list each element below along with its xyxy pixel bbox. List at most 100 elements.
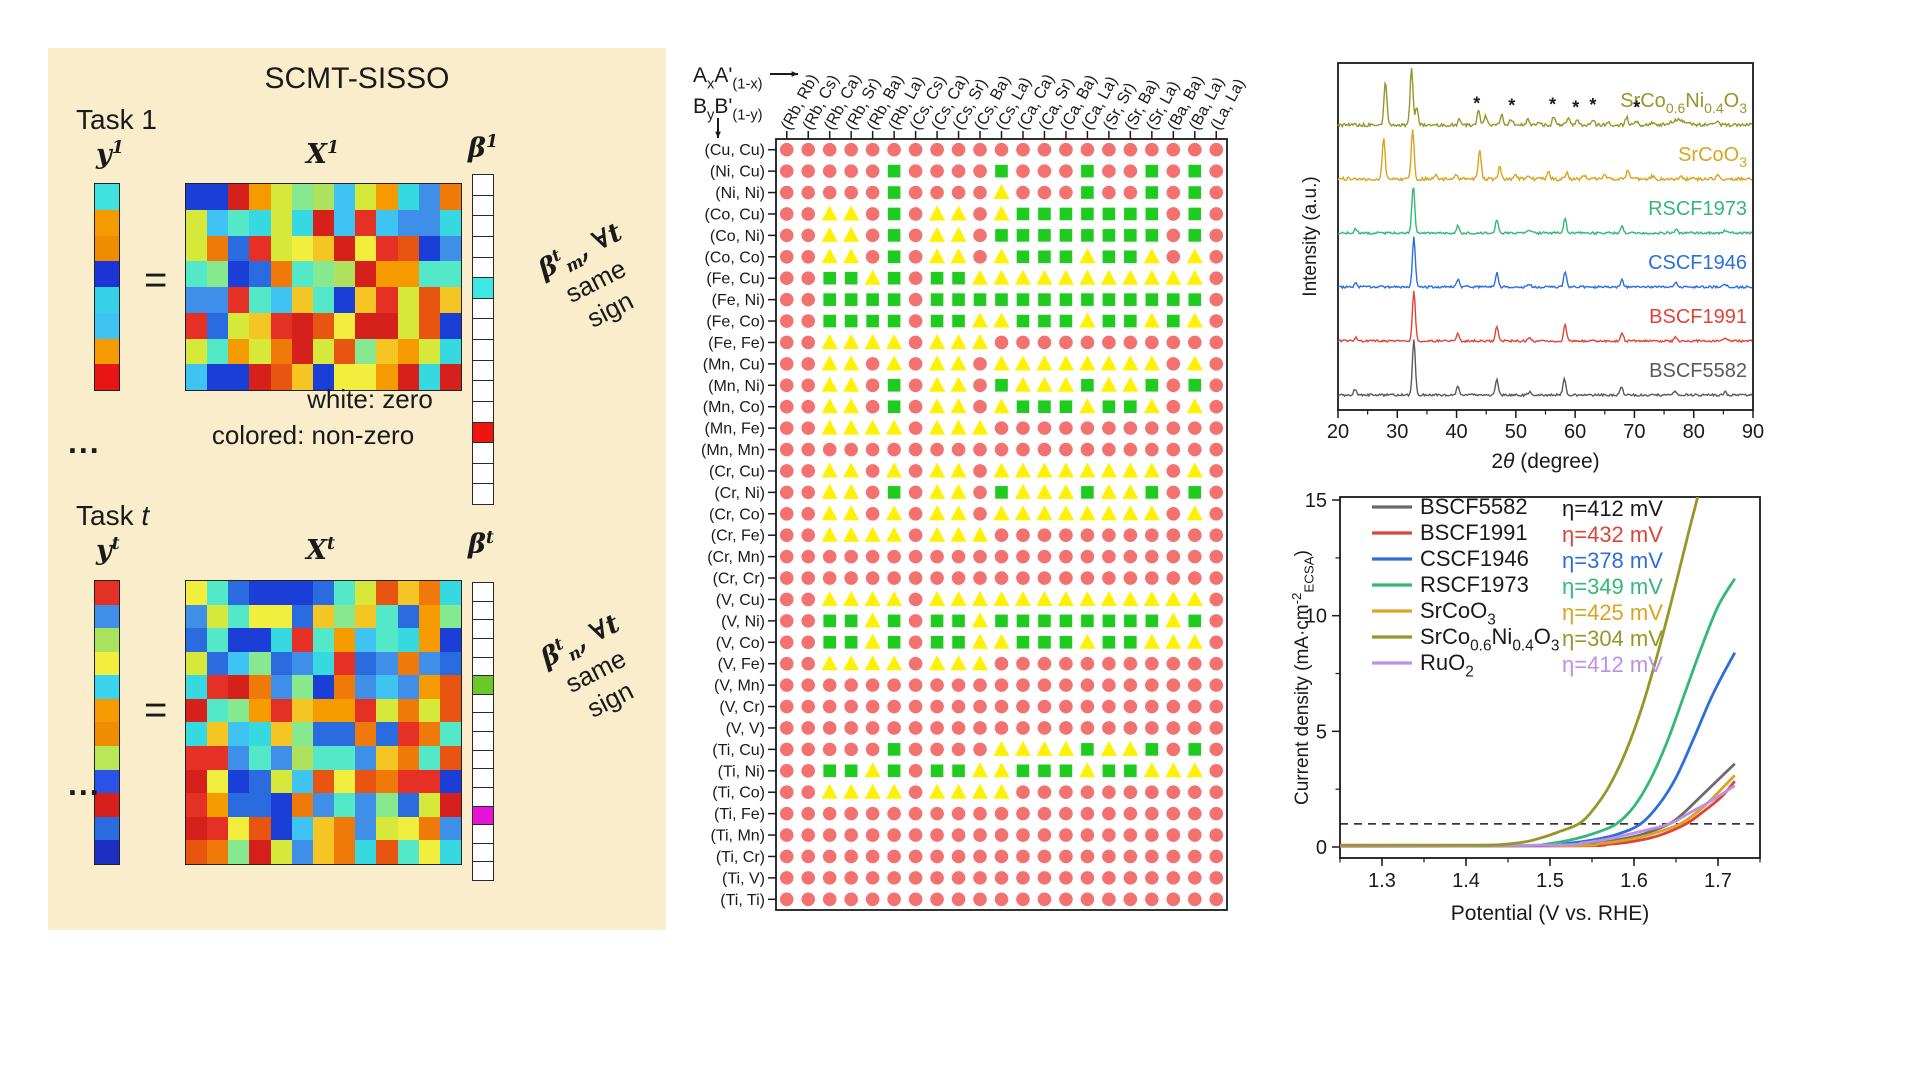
marker-yellow-triangle — [993, 783, 1010, 799]
marker-red-circle — [779, 485, 794, 500]
marker-red-circle — [844, 892, 858, 907]
marker-green-square — [1081, 293, 1094, 306]
row-label: (Fe, Ni) — [712, 292, 765, 309]
marker-red-circle — [951, 849, 966, 864]
marker-red-circle — [930, 699, 944, 714]
marker-green-square — [1016, 764, 1030, 778]
marker-green-square — [1102, 207, 1116, 221]
vector-cell — [95, 209, 119, 236]
marker-red-circle — [1209, 442, 1224, 457]
marker-yellow-triangle — [1036, 355, 1053, 371]
matrix-cell — [291, 651, 313, 676]
beta-cell — [472, 619, 494, 639]
marker-red-circle — [1059, 871, 1073, 885]
xrd-x-tick-label: 20 — [1327, 421, 1349, 443]
marker-red-circle — [801, 421, 816, 435]
marker-yellow-triangle — [886, 526, 903, 542]
beta-cell — [472, 297, 494, 320]
row-label: (Ti, Fe) — [714, 806, 765, 823]
marker-red-circle — [1166, 485, 1181, 500]
marker-yellow-triangle — [950, 462, 967, 478]
marker-red-circle — [1187, 442, 1202, 457]
matrix-cell — [312, 364, 335, 390]
marker-red-circle — [1102, 699, 1116, 714]
marker-red-circle — [779, 506, 794, 521]
vector-cell — [95, 581, 119, 605]
overpotential-value: η=304 mV — [1562, 626, 1663, 651]
marker-yellow-triangle — [843, 483, 860, 499]
marker-red-circle — [973, 399, 987, 414]
vector-cell — [95, 746, 119, 770]
matrix-cell — [418, 746, 440, 770]
marker-red-circle — [822, 699, 837, 714]
matrix-cell — [397, 769, 419, 794]
marker-red-circle — [1209, 506, 1224, 521]
xrd-trace — [1337, 290, 1753, 344]
marker-red-circle — [1187, 806, 1202, 821]
matrix-cell — [249, 338, 271, 365]
matrix-cell — [355, 816, 377, 841]
matrix-cell — [186, 746, 208, 770]
xrd-x-tick-label: 40 — [1445, 421, 1467, 443]
marker-red-circle — [1037, 892, 1052, 907]
xrd-x-tick-label: 60 — [1564, 421, 1586, 443]
matrix-cell — [312, 235, 335, 262]
row-label: (Cr, Ni) — [714, 485, 765, 502]
matrix-cell — [270, 209, 292, 236]
matrix-cell — [418, 769, 440, 794]
xrd-series-label: CSCF1946 — [1648, 252, 1747, 274]
marker-yellow-triangle — [843, 226, 860, 242]
marker-yellow-triangle — [929, 205, 946, 221]
marker-red-circle — [1102, 656, 1116, 671]
yt-vector — [94, 580, 120, 865]
matrix-cell — [334, 261, 356, 287]
matrix-cell — [207, 312, 229, 339]
marker-green-square — [995, 229, 1008, 242]
marker-red-circle — [1209, 142, 1224, 157]
marker-yellow-triangle — [1057, 462, 1074, 478]
marker-red-circle — [779, 549, 794, 564]
marker-red-circle — [822, 849, 837, 864]
marker-yellow-triangle — [1057, 740, 1074, 756]
marker-yellow-triangle — [950, 590, 967, 606]
marker-red-circle — [887, 892, 901, 907]
marker-yellow-triangle — [1122, 269, 1139, 285]
marker-red-circle — [822, 892, 837, 907]
row-label: (Cr, Mn) — [707, 549, 765, 566]
marker-red-circle — [779, 335, 794, 350]
matrix-cell — [270, 722, 292, 747]
matrix-cell — [376, 581, 398, 605]
matrix-cell — [439, 675, 461, 699]
marker-yellow-triangle — [1143, 355, 1160, 371]
marker-red-circle — [1102, 142, 1116, 157]
marker-red-circle — [1016, 721, 1030, 735]
marker-red-circle — [887, 571, 901, 585]
marker-red-circle — [801, 742, 816, 757]
marker-red-circle — [1102, 421, 1116, 435]
marker-red-circle — [779, 442, 794, 457]
marker-red-circle — [1080, 656, 1095, 671]
legend-label: RSCF1973 — [1420, 572, 1529, 597]
marker-red-circle — [1209, 571, 1224, 585]
row-label: (Mn, Mn) — [701, 442, 765, 459]
impurity-asterisk: * — [1508, 95, 1515, 115]
marker-red-circle — [801, 592, 816, 607]
marker-red-circle — [1123, 549, 1138, 564]
matrix-cell — [334, 581, 356, 605]
a-site-axis-title: AxA'(1-x) — [693, 64, 763, 92]
marker-red-circle — [1145, 892, 1159, 907]
marker-red-circle — [1059, 678, 1073, 692]
matrix-cell — [228, 209, 250, 236]
marker-red-circle — [1059, 656, 1073, 671]
xt-matrix — [185, 580, 462, 865]
marker-red-circle — [779, 164, 794, 178]
marker-yellow-triangle — [1143, 462, 1160, 478]
marker-yellow-triangle — [1186, 762, 1203, 778]
matrix-cell — [439, 628, 461, 652]
matrix-cell — [270, 261, 292, 287]
xrd-series-label: RSCF1973 — [1648, 198, 1747, 220]
marker-yellow-triangle — [929, 783, 946, 799]
marker-red-circle — [801, 678, 816, 692]
marker-green-square — [1016, 614, 1030, 628]
marker-yellow-triangle — [1100, 483, 1117, 499]
